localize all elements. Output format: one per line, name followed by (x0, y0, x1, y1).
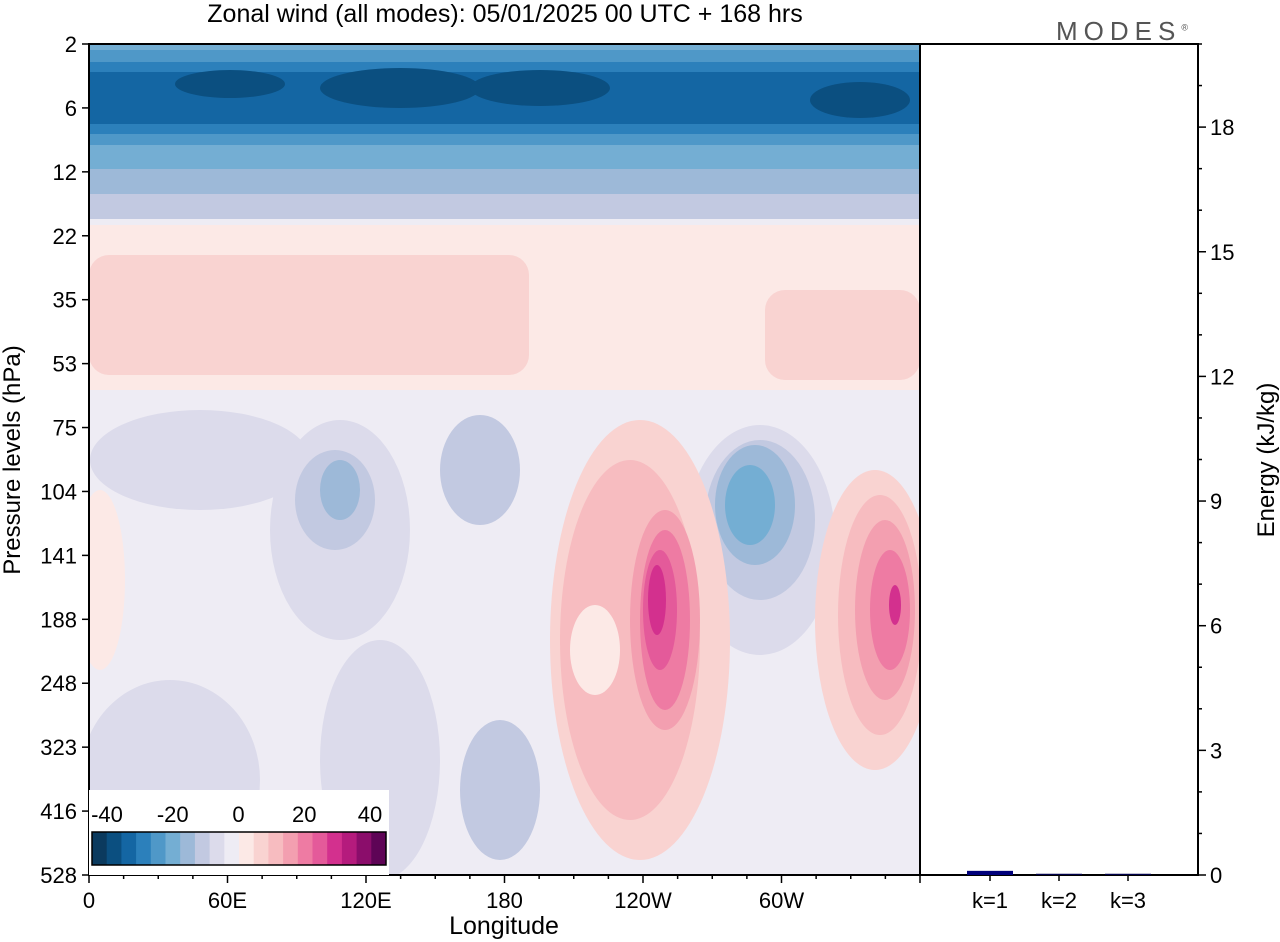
energy-panel-frame (919, 43, 1199, 876)
colorbar-swatch (92, 832, 108, 865)
colorbar-swatch (356, 832, 372, 865)
category-label: k=3 (1110, 888, 1146, 913)
y-tick-label: 104 (40, 479, 77, 504)
chart-title: Zonal wind (all modes): 05/01/2025 00 UT… (207, 0, 802, 28)
colorbar-swatch (253, 832, 269, 865)
pressure-axis: 2 6 12 22 35 53 75 104 141 188 248 323 416 528 (40, 32, 89, 888)
x-tick-label: 180 (486, 888, 523, 913)
energy-bars: k=1 k=2 k=3 (967, 870, 1151, 913)
energy-tick-label: 9 (1210, 489, 1222, 514)
colorbar-swatch (239, 832, 255, 865)
y-tick-label: 22 (53, 224, 77, 249)
longitude-axis: 0 60E 120E 180 120W 60W (83, 875, 921, 913)
energy-bar (1036, 873, 1082, 875)
y-tick-label: 188 (40, 607, 77, 632)
heatmap-field (89, 44, 920, 875)
category-label: k=1 (972, 888, 1008, 913)
energy-bar (967, 870, 1013, 875)
energy-tick-label: 15 (1210, 240, 1234, 265)
y-tick-label: 416 (40, 799, 77, 824)
y-tick-label: 248 (40, 671, 77, 696)
y-tick-label: 35 (53, 288, 77, 313)
colorbar-swatch (224, 832, 240, 865)
colorbar-swatch (371, 832, 387, 865)
y-axis-label: Pressure levels (hPa) (0, 345, 26, 574)
y-tick-label: 75 (53, 416, 77, 441)
y-tick-label: 12 (53, 160, 77, 185)
x-tick-label: 60W (759, 888, 804, 913)
energy-bar (1105, 873, 1151, 875)
colorbar: -40 -20 0 20 40 (89, 790, 389, 875)
modes-logo: MODES® (1056, 16, 1188, 46)
y-tick-label: 141 (40, 543, 77, 568)
category-label: k=2 (1041, 888, 1077, 913)
colorbar-swatch (268, 832, 284, 865)
colorbar-swatch (106, 832, 122, 865)
y-tick-label: 323 (40, 735, 77, 760)
colorbar-swatch (194, 832, 211, 865)
x-tick-label: 60E (208, 888, 247, 913)
colorbar-swatch (121, 832, 137, 865)
y-tick-label: 53 (53, 352, 77, 377)
x-tick-label: 120E (340, 888, 391, 913)
x-tick-label: 0 (83, 888, 95, 913)
energy-tick-label: 0 (1210, 863, 1222, 888)
energy-tick-label: 12 (1210, 364, 1234, 389)
colorbar-swatch (312, 832, 328, 865)
colorbar-swatch (341, 832, 358, 865)
colorbar-swatch (209, 832, 225, 865)
colorbar-swatch (327, 832, 343, 865)
x-axis-label: Longitude (449, 912, 559, 940)
colorbar-swatch (297, 832, 313, 865)
y-tick-label: 6 (65, 96, 77, 121)
energy-axis-label: Energy (kJ/kg) (1253, 383, 1280, 538)
y-tick-label: 2 (65, 32, 77, 57)
colorbar-swatch (180, 832, 196, 865)
colorbar-tick-label: 40 (358, 802, 382, 827)
colorbar-tick-label: -40 (91, 802, 123, 827)
energy-tick-label: 3 (1210, 738, 1222, 763)
colorbar-swatch (150, 832, 166, 865)
energy-axis: 0 3 6 9 12 15 18 (1198, 43, 1234, 888)
x-tick-label: 120W (614, 888, 672, 913)
colorbar-swatch (136, 832, 152, 865)
colorbar-tick-label: -20 (157, 802, 189, 827)
y-tick-label: 528 (40, 863, 77, 888)
energy-tick-label: 6 (1210, 614, 1222, 639)
colorbar-swatch (165, 832, 181, 865)
colorbar-tick-label: 20 (292, 802, 316, 827)
energy-tick-label: 18 (1210, 115, 1234, 140)
colorbar-swatch (283, 832, 299, 865)
colorbar-tick-label: 0 (232, 802, 244, 827)
